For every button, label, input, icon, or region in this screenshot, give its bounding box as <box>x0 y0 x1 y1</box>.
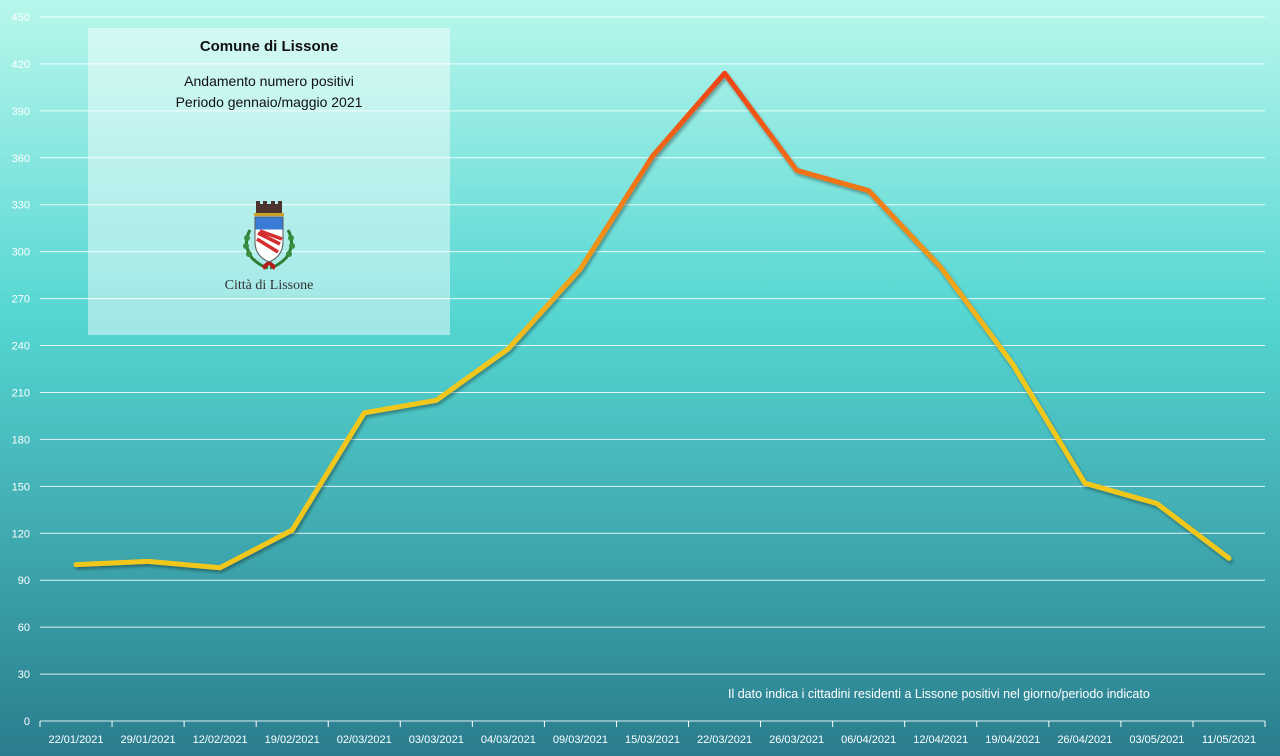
x-tick-label: 06/04/2021 <box>841 734 896 746</box>
y-tick-label: 180 <box>12 434 30 446</box>
y-tick-label: 30 <box>18 669 30 681</box>
x-tick-label: 03/05/2021 <box>1129 734 1184 746</box>
y-tick-label: 420 <box>12 59 30 71</box>
y-tick-label: 60 <box>18 622 30 634</box>
x-axis-ticks: 22/01/2021 29/01/2021 12/02/2021 19/02/2021… <box>39 721 1266 746</box>
x-tick-label: 15/03/2021 <box>625 734 680 746</box>
box-subtitle-line1: Andamento numero positivi <box>184 73 354 89</box>
crest-label: Città di Lissone <box>224 278 314 293</box>
x-tick-label: 09/03/2021 <box>553 734 608 746</box>
box-title: Comune di Lissone <box>199 38 339 55</box>
y-tick-label: 240 <box>12 341 30 353</box>
series-line <box>73 70 1232 571</box>
chart-note: Il dato indica i cittadini residenti a L… <box>728 687 1150 701</box>
x-tick-label: 22/01/2021 <box>48 734 103 746</box>
x-tick-label: 11/05/2021 <box>1202 734 1256 746</box>
y-tick-label: 270 <box>12 294 30 306</box>
y-tick-label: 450 <box>12 12 30 24</box>
y-tick-label: 120 <box>12 528 30 540</box>
x-tick-label: 22/03/2021 <box>697 734 752 746</box>
x-tick-label: 03/03/2021 <box>409 734 464 746</box>
x-tick-label: 04/03/2021 <box>481 734 536 746</box>
x-tick-label: 19/04/2021 <box>985 734 1040 746</box>
y-axis-ticks: 0 30 60 90 120 150 180 210 240 270 300 330 360 390 420… <box>12 12 30 728</box>
y-tick-label: 360 <box>12 153 30 165</box>
x-tick-label: 26/04/2021 <box>1057 734 1112 746</box>
y-tick-label: 0 <box>24 716 30 728</box>
series <box>73 70 1232 571</box>
x-tick-label: 12/02/2021 <box>193 734 248 746</box>
y-tick-label: 300 <box>12 247 30 259</box>
info-box: Comune di Lissone Andamento numero posit… <box>88 28 450 335</box>
y-tick-label: 210 <box>12 387 30 399</box>
y-tick-label: 90 <box>18 575 30 587</box>
coat-of-arms-icon <box>243 201 295 270</box>
x-tick-label: 29/01/2021 <box>121 734 176 746</box>
x-tick-label: 12/04/2021 <box>913 734 968 746</box>
y-tick-label: 330 <box>12 200 30 212</box>
gridlines <box>40 16 1265 722</box>
x-tick-label: 19/02/2021 <box>265 734 320 746</box>
x-tick-label: 26/03/2021 <box>769 734 824 746</box>
box-subtitle-line2: Periodo gennaio/maggio 2021 <box>175 94 363 110</box>
y-tick-label: 390 <box>12 106 30 118</box>
x-tick-label: 02/03/2021 <box>337 734 392 746</box>
y-tick-label: 150 <box>12 481 30 493</box>
